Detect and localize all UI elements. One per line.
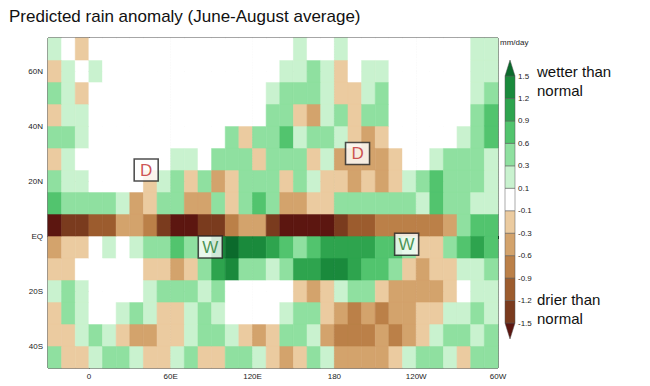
svg-text:normal: normal [537,310,583,327]
svg-text:-1.5: -1.5 [518,319,532,328]
svg-text:D: D [140,161,152,180]
svg-text:mm/day: mm/day [500,38,528,47]
svg-text:-0.9: -0.9 [518,274,532,283]
svg-text:0.6: 0.6 [518,139,530,148]
svg-text:120E: 120E [243,372,262,381]
svg-text:0.9: 0.9 [518,116,530,125]
svg-text:1.5: 1.5 [518,72,530,81]
svg-text:Predicted rain anomaly (June-A: Predicted rain anomaly (June-August aver… [9,7,361,26]
svg-text:D: D [351,144,363,163]
svg-text:180: 180 [328,372,342,381]
svg-text:-0.6: -0.6 [518,251,532,260]
svg-text:20N: 20N [28,177,43,186]
svg-text:wetter than: wetter than [536,63,615,80]
svg-text:0.3: 0.3 [518,161,530,170]
svg-text:EQ: EQ [31,232,43,241]
svg-text:drier than: drier than [537,291,605,308]
svg-text:40N: 40N [28,122,43,131]
svg-text:0.1: 0.1 [518,184,530,193]
svg-text:60E: 60E [164,372,178,381]
svg-text:W: W [399,235,415,254]
svg-text:-1.2: -1.2 [518,296,532,305]
svg-text:1.2: 1.2 [518,94,530,103]
svg-text:0: 0 [87,372,92,381]
svg-text:20S: 20S [29,287,43,296]
svg-text:60W: 60W [490,372,507,381]
svg-text:60N: 60N [28,67,43,76]
svg-text:120W: 120W [406,372,427,381]
svg-text:-0.1: -0.1 [518,206,532,215]
svg-text:40S: 40S [29,342,43,351]
svg-text:normal: normal [537,82,583,99]
svg-text:W: W [202,238,218,257]
svg-text:-0.3: -0.3 [518,229,532,238]
